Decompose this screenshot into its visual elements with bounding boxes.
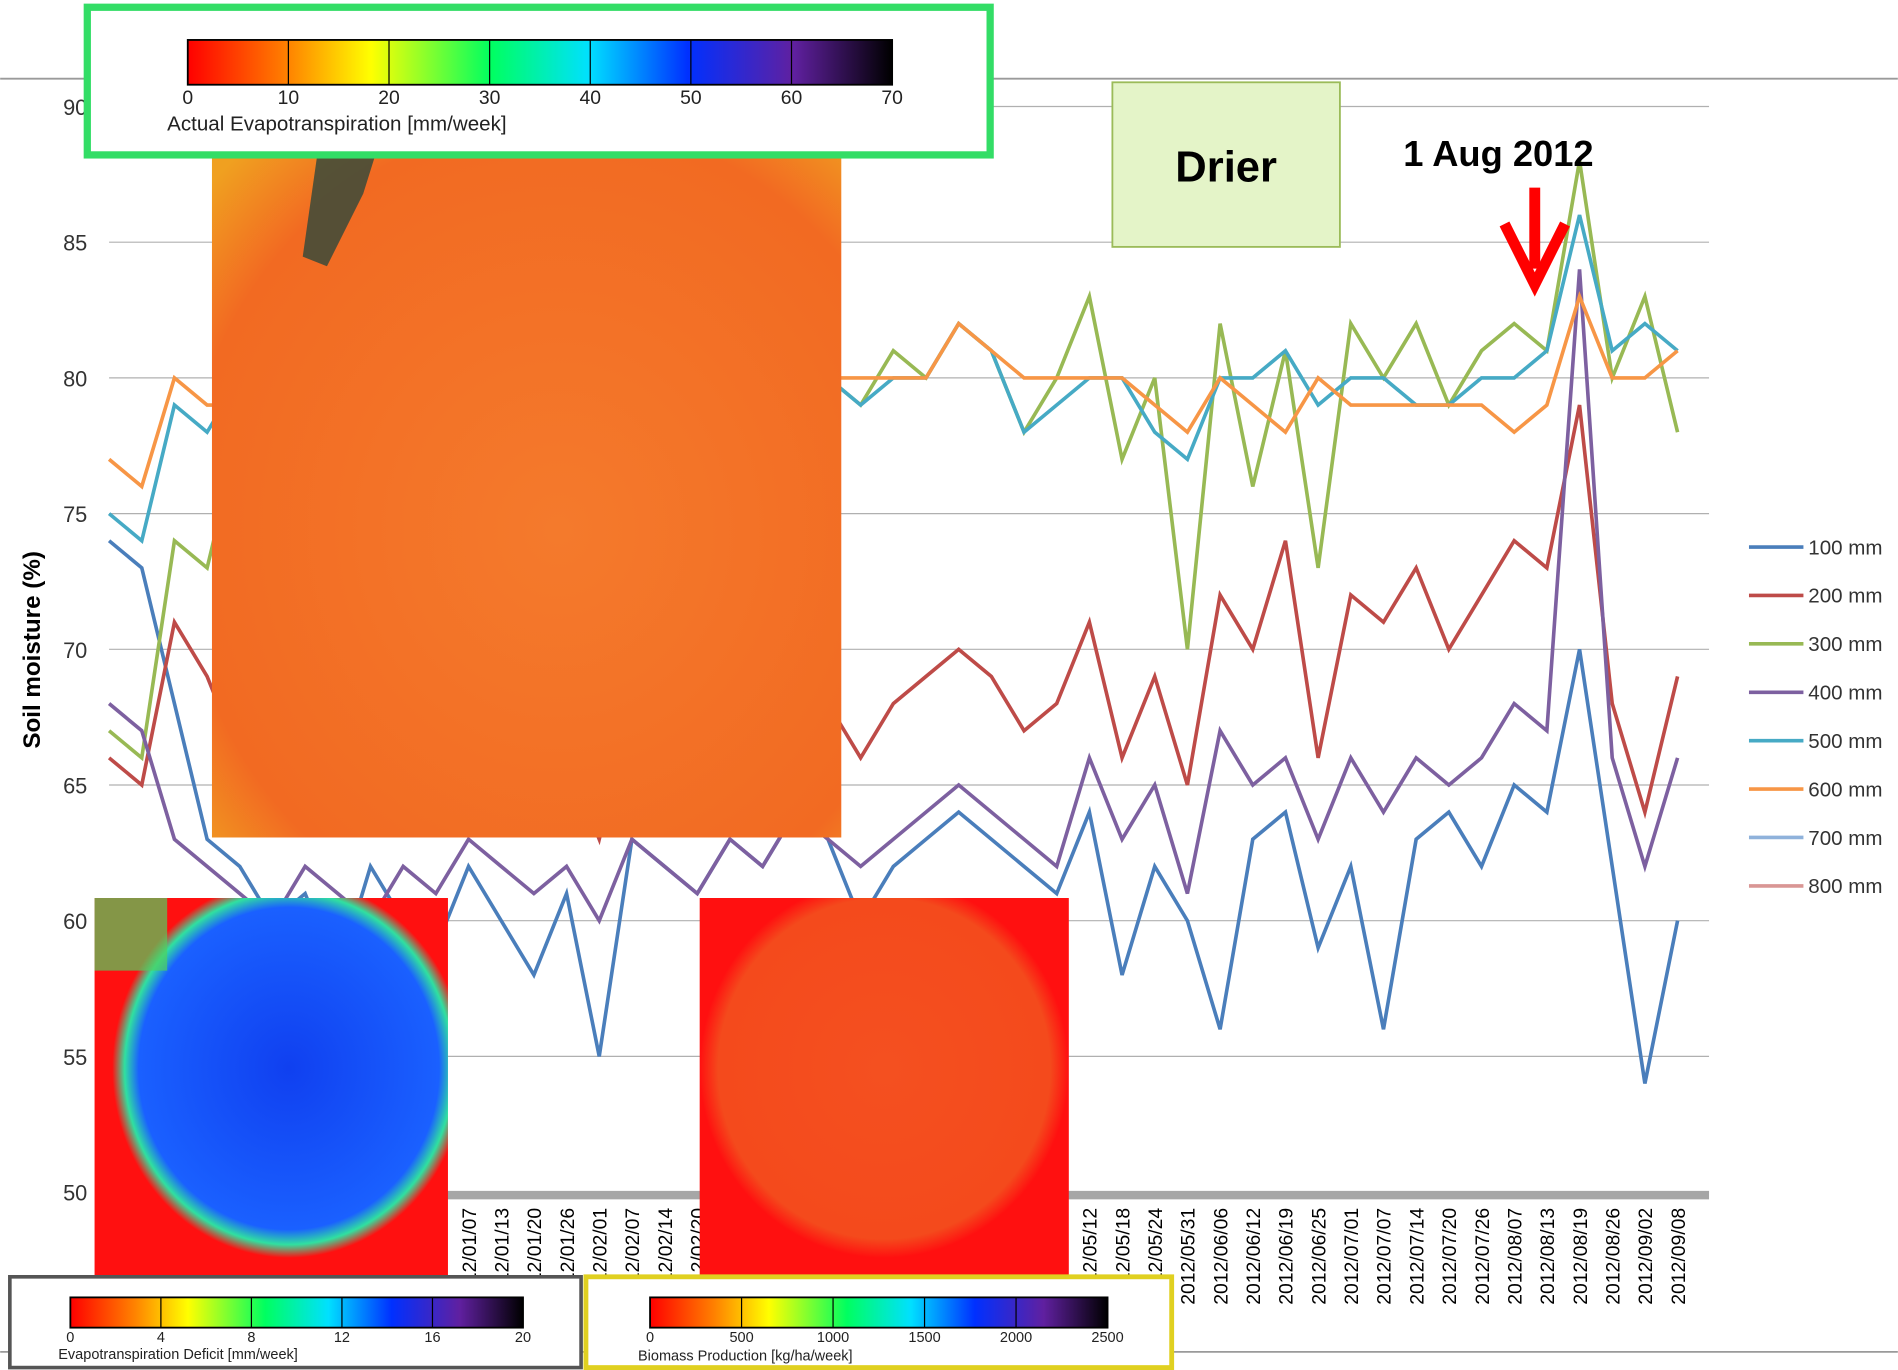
annotation: Drier bbox=[1175, 144, 1277, 192]
legend-label: 500 mm bbox=[1808, 730, 1882, 753]
colorbar-tick-label: 40 bbox=[579, 87, 601, 109]
colorbar-tick-label: 0 bbox=[182, 87, 193, 109]
x-tick-label: 2012/09/08 bbox=[1668, 1208, 1690, 1305]
y-tick-label: 60 bbox=[63, 909, 87, 934]
colorbar-tick-label: 70 bbox=[881, 87, 903, 109]
map-feature bbox=[94, 898, 168, 971]
y-tick-label: 65 bbox=[63, 773, 87, 798]
y-tick-label: 90 bbox=[63, 95, 87, 120]
colorbar-tick-label: 30 bbox=[479, 87, 501, 109]
y-tick-label: 75 bbox=[63, 502, 87, 527]
colorbar-tick-label: 50 bbox=[680, 87, 702, 109]
x-tick-label: 2012/07/26 bbox=[1472, 1208, 1494, 1305]
x-tick-label: 2012/08/13 bbox=[1537, 1208, 1559, 1305]
x-tick-label: 2012/08/07 bbox=[1504, 1208, 1526, 1305]
colorbar-tick-label: 16 bbox=[424, 1330, 440, 1346]
colorbar-tick-label: 8 bbox=[247, 1330, 255, 1346]
x-tick-label: 2012/07/01 bbox=[1341, 1208, 1363, 1305]
colorbar-tick-label: 20 bbox=[378, 87, 400, 109]
legend-label: 800 mm bbox=[1808, 875, 1882, 898]
x-tick-label: 2012/06/06 bbox=[1210, 1208, 1232, 1305]
legend-label: 600 mm bbox=[1808, 778, 1882, 801]
legend: 100 mm 200 mm 300 mm 400 mm 500 mm 600 mm 700 … bbox=[1748, 536, 1883, 898]
y-labels: 50 55 60 65 70 75 80 85 90 bbox=[63, 95, 87, 1206]
x-tick-label: 2012/06/25 bbox=[1308, 1208, 1330, 1305]
annotation: 1 Aug 2012 bbox=[1403, 133, 1593, 174]
colorbar-tick-label: 10 bbox=[278, 87, 300, 109]
y-tick-label: 50 bbox=[63, 1181, 87, 1206]
y-tick-label: 85 bbox=[63, 231, 87, 256]
colorbar bbox=[186, 39, 894, 86]
x-tick-label: 2012/07/07 bbox=[1374, 1208, 1396, 1305]
x-tick-label: 2012/09/02 bbox=[1635, 1208, 1657, 1305]
legend-label: 300 mm bbox=[1808, 633, 1882, 656]
colorbar-tick-label: 1500 bbox=[908, 1330, 940, 1346]
y-tick-label: 80 bbox=[63, 366, 87, 391]
colorbar-label: Biomass Production [kg/ha/week] bbox=[638, 1348, 853, 1364]
colorbar-label: Evapotranspiration Deficit [mm/week] bbox=[58, 1347, 298, 1363]
colorbar-tick-label: 0 bbox=[646, 1330, 654, 1346]
colorbar bbox=[69, 1296, 524, 1329]
arrow bbox=[1499, 221, 1570, 297]
colorbar-tick-label: 2500 bbox=[1091, 1330, 1123, 1346]
y-axis-label: Soil moisture (%) bbox=[19, 551, 46, 749]
legend-label: 700 mm bbox=[1808, 827, 1882, 850]
colorbar-tick-label: 1000 bbox=[817, 1330, 849, 1346]
colorbar-tick-label: 20 bbox=[515, 1330, 531, 1346]
colorbar bbox=[649, 1296, 1109, 1329]
x-tick-label: 2012/08/19 bbox=[1570, 1208, 1592, 1305]
map-feature bbox=[302, 154, 376, 267]
x-tick-label: 2012/05/31 bbox=[1178, 1208, 1200, 1305]
map-image bbox=[211, 154, 842, 838]
legend-label: 400 mm bbox=[1808, 682, 1882, 705]
annotation-box bbox=[1111, 81, 1341, 248]
colorbar-tick-label: 60 bbox=[781, 87, 803, 109]
legend-label: 200 mm bbox=[1808, 585, 1882, 608]
x-tick-label: 2012/07/20 bbox=[1439, 1208, 1461, 1305]
map-image bbox=[699, 898, 1069, 1277]
colorbar-tick-label: 4 bbox=[157, 1330, 165, 1346]
y-tick-label: 70 bbox=[63, 638, 87, 663]
x-tick-label: 2012/07/14 bbox=[1406, 1208, 1428, 1305]
x-tick-label: 2012/08/26 bbox=[1602, 1208, 1624, 1305]
colorbar-tick-label: 2000 bbox=[1000, 1330, 1032, 1346]
y-tick-label: 55 bbox=[63, 1045, 87, 1070]
series-line bbox=[107, 539, 1680, 1084]
colorbar-label: Actual Evapotranspiration [mm/week] bbox=[167, 113, 506, 136]
colorbar-tick-label: 0 bbox=[66, 1330, 74, 1346]
colorbar-tick-label: 500 bbox=[729, 1330, 753, 1346]
legend-label: 100 mm bbox=[1808, 536, 1882, 559]
x-tick-label: 2012/06/19 bbox=[1276, 1208, 1298, 1305]
colorbar-tick-label: 12 bbox=[334, 1330, 350, 1346]
x-tick-label: 2012/06/12 bbox=[1243, 1208, 1265, 1305]
